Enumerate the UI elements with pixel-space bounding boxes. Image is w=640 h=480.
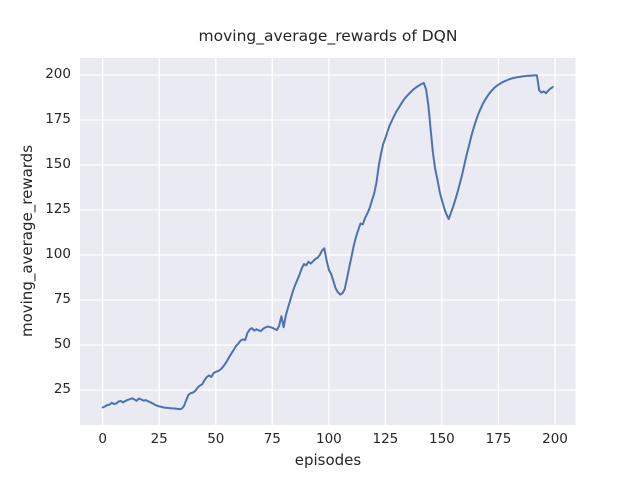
x-axis-label: episodes <box>294 451 362 469</box>
x-tick-label: 125 <box>372 431 399 447</box>
x-tick-label: 175 <box>485 431 512 447</box>
x-tick-label: 75 <box>263 431 281 447</box>
chart-title: moving_average_rewards of DQN <box>198 27 458 45</box>
y-axis-label: moving_average_rewards <box>18 144 36 338</box>
y-tick-label: 75 <box>53 291 71 307</box>
y-tick-label: 150 <box>45 156 71 172</box>
y-tick-label: 100 <box>45 246 71 262</box>
plot-background <box>80 58 576 425</box>
y-tick-label: 50 <box>53 336 71 352</box>
line-series <box>101 74 554 411</box>
x-tick-label: 0 <box>98 431 107 447</box>
x-tick-label: 25 <box>150 431 168 447</box>
x-tick-label: 150 <box>429 431 455 447</box>
x-tick-label: 100 <box>316 431 342 447</box>
y-tick-label: 125 <box>45 201 71 217</box>
x-tick-label: 50 <box>207 431 225 447</box>
y-tick-label: 25 <box>53 381 71 397</box>
x-tick-label: 200 <box>542 431 568 447</box>
y-tick-label: 200 <box>45 66 71 82</box>
y-tick-label: 175 <box>45 111 71 127</box>
